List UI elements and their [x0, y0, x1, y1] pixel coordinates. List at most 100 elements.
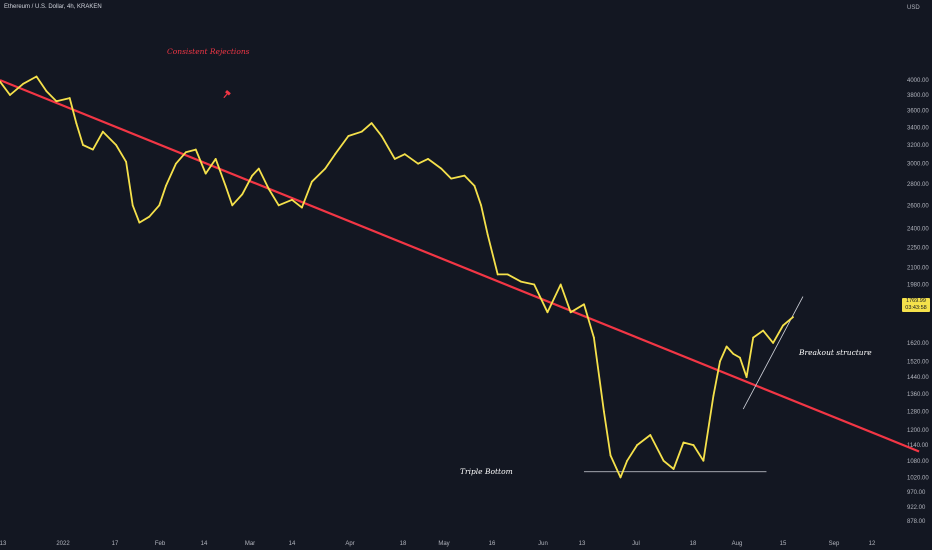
x-tick-label: 13	[579, 541, 586, 547]
price-point	[682, 441, 685, 444]
price-point	[148, 215, 151, 218]
x-tick-label: Mar	[245, 541, 255, 547]
candle-countdown: 03:43:58	[905, 305, 927, 311]
price-point	[214, 158, 217, 160]
y-tick-label: 1200.00	[907, 428, 929, 434]
x-tick-label: 18	[400, 541, 407, 547]
y-tick-label: 1360.00	[907, 392, 929, 398]
marker-head	[225, 90, 231, 96]
price-point	[692, 444, 695, 446]
price-point	[403, 153, 406, 156]
y-tick-label: 3000.00	[907, 162, 929, 168]
price-point	[55, 100, 58, 103]
price-point	[131, 204, 134, 207]
price-point	[649, 434, 652, 436]
price-point	[324, 167, 327, 170]
price-point	[380, 135, 383, 137]
y-tick-label: 1080.00	[907, 459, 929, 465]
price-point	[224, 184, 227, 187]
y-tick-label: 2400.00	[907, 227, 929, 233]
y-tick-label: 1440.00	[907, 375, 929, 381]
price-point	[506, 273, 509, 276]
price-point	[92, 148, 94, 151]
price-point	[626, 459, 629, 462]
x-tick-label: Aug	[732, 541, 743, 547]
price-point	[702, 459, 705, 462]
price-point	[782, 324, 784, 327]
price-point	[138, 221, 141, 224]
price-point	[463, 174, 466, 177]
price-point	[739, 356, 741, 359]
price-point	[68, 97, 71, 99]
x-tick-label: 18	[690, 541, 697, 547]
x-tick-label: Sep	[829, 541, 840, 547]
price-point	[291, 198, 293, 201]
last-price-badge: 1769.99 03:43:58	[902, 298, 930, 312]
x-tick-label: May	[438, 541, 449, 547]
price-point	[35, 75, 38, 78]
annotation-consistent-rejections: Consistent Rejections	[167, 47, 250, 56]
y-tick-label: 1020.00	[907, 475, 929, 481]
breakout-channel-line[interactable]	[742, 296, 804, 410]
marker-stem	[223, 93, 228, 99]
price-point	[45, 90, 48, 93]
x-tick-label: 12	[869, 541, 876, 547]
price-point	[583, 303, 585, 306]
price-point	[334, 153, 337, 156]
price-point	[370, 122, 373, 125]
price-point	[712, 394, 715, 397]
y-tick-label: 1140.00	[907, 443, 929, 449]
price-point	[719, 360, 721, 363]
price-point	[602, 410, 605, 413]
price-point	[22, 82, 25, 85]
price-point	[752, 336, 755, 339]
price-point	[792, 316, 794, 319]
x-tick-label: 14	[289, 541, 296, 547]
price-point	[772, 341, 774, 344]
price-point	[417, 162, 419, 165]
price-point	[115, 144, 118, 146]
x-tick-label: 14	[201, 541, 208, 547]
price-point	[194, 148, 197, 151]
annotation-breakout-structure: Breakout structure	[798, 348, 872, 357]
y-tick-label: 922.00	[907, 505, 926, 511]
price-point	[174, 162, 177, 165]
x-tick-label: 16	[489, 541, 496, 547]
symbol-title: Ethereum / U.S. Dollar, 4h, KRAKEN	[4, 4, 102, 10]
y-tick-label: 3200.00	[907, 143, 929, 149]
price-point	[427, 158, 429, 160]
x-tick-label: Jul	[632, 541, 640, 547]
trendline[interactable]	[0, 79, 920, 453]
price-point	[559, 283, 562, 286]
y-tick-label: 3400.00	[907, 125, 929, 131]
price-point	[0, 80, 1, 83]
y-tick-label: 1280.00	[907, 409, 929, 415]
price-point	[546, 311, 549, 314]
price-point	[301, 206, 303, 209]
price-point	[231, 204, 234, 207]
marker-icon	[223, 90, 231, 99]
price-point	[267, 188, 270, 190]
price-point	[241, 193, 244, 196]
y-tick-label: 970.00	[907, 490, 926, 496]
annotation-triple-bottom: Triple Bottom	[460, 467, 513, 476]
y-tick-label: 2600.00	[907, 203, 929, 209]
price-point	[9, 94, 11, 96]
price-point	[450, 177, 453, 180]
price-point	[440, 167, 443, 170]
y-axis-currency: USD	[907, 5, 920, 11]
price-series-line[interactable]	[0, 75, 794, 479]
price-point	[101, 130, 104, 133]
y-tick-label: 3600.00	[907, 109, 929, 115]
price-point	[533, 283, 536, 286]
price-point	[277, 204, 280, 207]
x-tick-label: 17	[112, 541, 119, 547]
price-point	[165, 184, 167, 187]
x-tick-label: 2022	[56, 541, 70, 547]
price-point	[593, 336, 595, 339]
price-point	[310, 180, 313, 183]
price-point	[725, 345, 728, 348]
price-point	[184, 151, 187, 154]
